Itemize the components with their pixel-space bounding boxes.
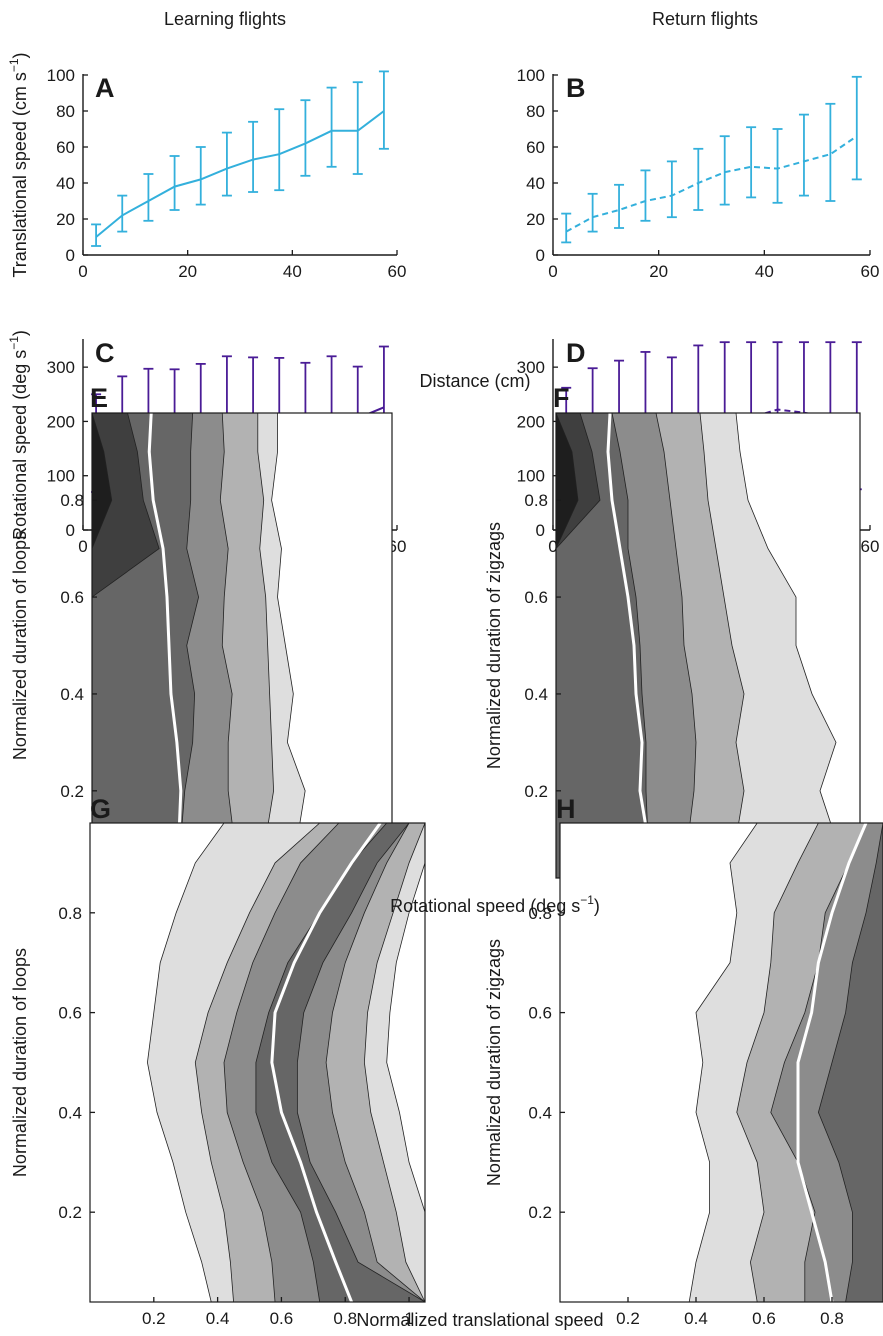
- y-tick-label: 100: [517, 467, 545, 486]
- distance-xlabel: Distance (cm): [419, 371, 530, 391]
- x-tick-label: 0: [78, 537, 87, 556]
- y-axis-label: Normalized duration of zigzags: [484, 522, 504, 769]
- y-axis-label: Normalized duration of zigzags: [484, 939, 504, 1186]
- y-tick-label: 0.4: [524, 685, 548, 704]
- y-tick-label: 60: [526, 138, 545, 157]
- y-tick-label: 20: [526, 210, 545, 229]
- y-tick-label: 80: [526, 102, 545, 121]
- translational-speed-xlabel: Normalized translational speed: [356, 1310, 603, 1330]
- x-tick-label: 0.2: [616, 1309, 640, 1328]
- x-tick-label: 0: [78, 262, 87, 281]
- x-tick-label: 0: [548, 262, 557, 281]
- y-axis-label: Rotational speed (deg s−1): [7, 330, 30, 540]
- y-tick-label: 80: [56, 102, 75, 121]
- contour-band: [223, 823, 425, 1302]
- y-tick-label: 60: [56, 138, 75, 157]
- y-tick-label: 0.6: [58, 1004, 82, 1023]
- contour-band: [817, 823, 883, 1302]
- y-tick-label: 0.6: [528, 1004, 552, 1023]
- panel-letter: H: [556, 794, 576, 824]
- panel-letter: D: [566, 338, 586, 368]
- panel-letter: B: [566, 73, 586, 103]
- y-tick-label: 200: [47, 412, 75, 431]
- y-tick-label: 40: [526, 174, 545, 193]
- y-tick-label: 300: [517, 358, 545, 377]
- y-tick-label: 0.8: [524, 491, 548, 510]
- panel-letter: E: [90, 383, 108, 413]
- panel-b: 0 20 40 60 0 20 40 60 80 100 B: [517, 66, 880, 281]
- contour-band: [255, 823, 425, 1302]
- y-tick-label: 0.8: [60, 491, 84, 510]
- header-learning-flights: Learning flights: [164, 9, 286, 29]
- x-tick-label: 0.8: [333, 1309, 357, 1328]
- contour-band: [92, 413, 113, 878]
- series-line: [565, 135, 858, 233]
- plot-frame: [89, 822, 426, 1303]
- y-tick-label: 0.4: [58, 1103, 82, 1122]
- y-tick-label: 100: [517, 66, 545, 85]
- panel-letter: F: [553, 383, 570, 413]
- y-tick-label: 0: [66, 246, 75, 265]
- y-tick-label: 0.6: [60, 588, 84, 607]
- panel-letter: G: [90, 794, 111, 824]
- rotational-speed-xlabel: Rotational speed (deg s−1): [390, 893, 600, 916]
- x-tick-label: 0.6: [752, 1309, 776, 1328]
- x-tick-label: 60: [388, 262, 407, 281]
- y-axis-label: Normalized duration of loops: [10, 531, 30, 760]
- x-tick-label: 20: [649, 262, 668, 281]
- y-tick-label: 0.2: [528, 1203, 552, 1222]
- x-tick-label: 1: [404, 1309, 413, 1328]
- y-tick-label: 20: [56, 210, 75, 229]
- y-tick-label: 0.2: [524, 782, 548, 801]
- y-tick-label: 100: [47, 66, 75, 85]
- x-tick-label: 0.2: [142, 1309, 166, 1328]
- x-tick-label: 60: [861, 262, 880, 281]
- y-tick-label: 0.8: [528, 904, 552, 923]
- contour-band: [556, 413, 601, 878]
- y-tick-label: 0.4: [528, 1103, 552, 1122]
- y-tick-label: 0.4: [60, 685, 84, 704]
- y-tick-label: 0.2: [58, 1203, 82, 1222]
- x-tick-label: 20: [178, 262, 197, 281]
- x-tick-label: 60: [861, 537, 880, 556]
- x-tick-label: 0.4: [684, 1309, 708, 1328]
- median-curve: [270, 823, 382, 1302]
- y-axis-label: Normalized duration of loops: [10, 948, 30, 1177]
- contour-band: [556, 413, 579, 878]
- x-tick-label: 0.6: [270, 1309, 294, 1328]
- y-tick-label: 0.6: [524, 588, 548, 607]
- panel-letter: A: [95, 73, 115, 103]
- y-tick-label: 40: [56, 174, 75, 193]
- header-return-flights: Return flights: [652, 9, 758, 29]
- panel-h: 0.2 0.4 0.6 0.8 0.2 0.4 0.6 0.8 H Normalized dura…: [484, 794, 883, 1328]
- y-tick-label: 300: [47, 358, 75, 377]
- x-tick-label: 40: [283, 262, 302, 281]
- median-curve: [147, 413, 183, 878]
- x-tick-label: 0.4: [206, 1309, 230, 1328]
- y-tick-label: 100: [47, 467, 75, 486]
- series-line: [95, 110, 385, 238]
- panel-g: 0.2 0.4 0.6 0.8 1 0.2 0.4 0.6 0.8 G Normalized dur…: [10, 794, 426, 1328]
- x-tick-label: 0.8: [820, 1309, 844, 1328]
- y-axis-label: Translational speed (cm s−1): [7, 52, 30, 277]
- x-tick-label: 40: [755, 262, 774, 281]
- panel-a: 0 20 40 60 0 20 40 60 80 100 A Translational speed …: [7, 52, 406, 281]
- x-tick-label: 0: [548, 537, 557, 556]
- panel-letter: C: [95, 338, 115, 368]
- y-tick-label: 200: [517, 412, 545, 431]
- y-tick-label: 0: [66, 521, 75, 540]
- y-tick-label: 0: [536, 521, 545, 540]
- y-tick-label: 0.8: [58, 904, 82, 923]
- contour-band: [92, 413, 160, 878]
- y-tick-label: 0.2: [60, 782, 84, 801]
- median-curve: [796, 823, 868, 1302]
- median-curve: [606, 413, 650, 878]
- plot-frame: [559, 822, 883, 1303]
- y-tick-label: 0: [536, 246, 545, 265]
